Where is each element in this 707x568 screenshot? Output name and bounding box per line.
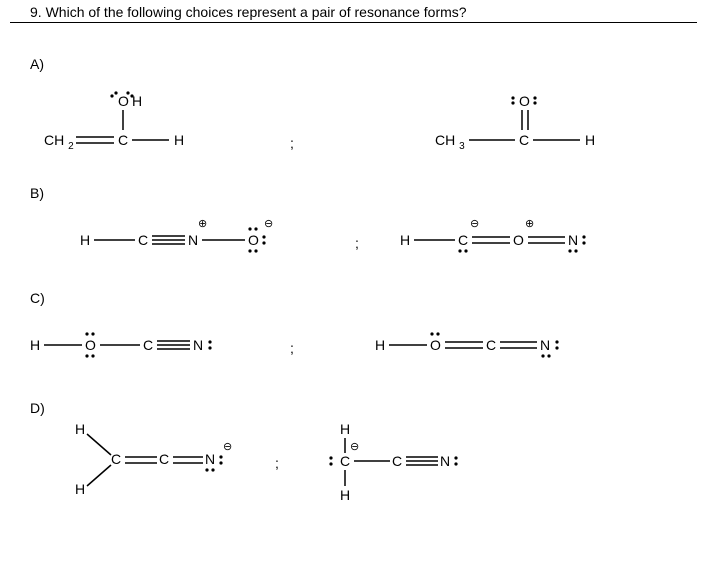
separator-A: ; [290, 135, 294, 151]
structure-A-right: CH 3 C H O [435, 90, 665, 163]
C-left-N: N [193, 337, 203, 353]
structure-B-right: H C ⊖ O ⊕ N [400, 215, 660, 268]
D-right-C2: C [392, 453, 402, 469]
C-left-O: O [85, 337, 96, 353]
D-left-H2: H [75, 481, 85, 497]
D-right-H1: H [340, 421, 350, 437]
B-right-N: N [568, 232, 578, 248]
B-left-minus: ⊖ [264, 218, 273, 230]
option-C-label: C) [30, 290, 45, 306]
C-right-N: N [540, 337, 550, 353]
A-right-3: 3 [459, 141, 465, 152]
A-right-CH: CH [435, 132, 455, 148]
D-left-H1: H [75, 421, 85, 437]
D-right-N: N [440, 453, 450, 469]
B-left-C: C [138, 232, 148, 248]
B-right-H: H [400, 232, 410, 248]
D-left-N: N [205, 451, 215, 467]
structure-C-left: H O C N [30, 320, 270, 373]
page: 9. Which of the following choices repres… [0, 0, 707, 568]
option-A-label: A) [30, 56, 44, 72]
C-left-C: C [143, 337, 153, 353]
D-right-minus: ⊖ [350, 441, 359, 453]
question-number: 9. [30, 4, 42, 20]
B-right-C: C [458, 232, 468, 248]
A-left-CH: CH [44, 132, 64, 148]
C-right-H: H [375, 337, 385, 353]
structure-B-left: H C N ⊕ O ⊖ [80, 215, 320, 268]
structure-C-right: H O C N [375, 320, 625, 373]
B-left-H: H [80, 232, 90, 248]
A-right-O: O [519, 93, 530, 109]
B-right-O: O [513, 232, 524, 248]
structure-A-left: CH 2 C H O H [44, 90, 264, 163]
D-left-C2: C [159, 451, 169, 467]
A-left-OH: H [132, 93, 142, 109]
B-left-N: N [188, 232, 198, 248]
A-right-C: C [519, 132, 529, 148]
separator-C: ; [290, 340, 294, 356]
D-right-H2: H [340, 487, 350, 503]
separator-D: ; [275, 455, 279, 471]
D-right-C1: C [340, 453, 350, 469]
svg-text:CH 2: CH 2 [44, 132, 74, 152]
option-D-label: D) [30, 400, 45, 416]
C-right-C: C [486, 337, 496, 353]
D-left-C1: C [111, 451, 121, 467]
A-right-H: H [585, 132, 595, 148]
question-line: 9. Which of the following choices repres… [30, 4, 467, 20]
svg-text:CH 3: CH 3 [435, 132, 465, 152]
structure-D-right: H C ⊖ H C N [310, 420, 510, 513]
C-left-H: H [30, 337, 40, 353]
structure-D-left: H H C C N ⊖ [75, 420, 255, 503]
B-right-plus: ⊕ [525, 218, 534, 230]
question-text: Which of the following choices represent… [46, 4, 467, 20]
A-left-2: 2 [68, 141, 74, 152]
B-left-plus: ⊕ [198, 218, 207, 230]
A-left-C: C [118, 132, 128, 148]
B-right-minus: ⊖ [470, 218, 479, 230]
horizontal-rule [10, 22, 697, 23]
D-left-minus: ⊖ [223, 441, 232, 453]
A-left-H: H [174, 132, 184, 148]
A-left-O: O [118, 93, 129, 109]
option-B-label: B) [30, 185, 44, 201]
B-left-O: O [248, 232, 259, 248]
C-right-O: O [430, 337, 441, 353]
separator-B: ; [355, 235, 359, 251]
